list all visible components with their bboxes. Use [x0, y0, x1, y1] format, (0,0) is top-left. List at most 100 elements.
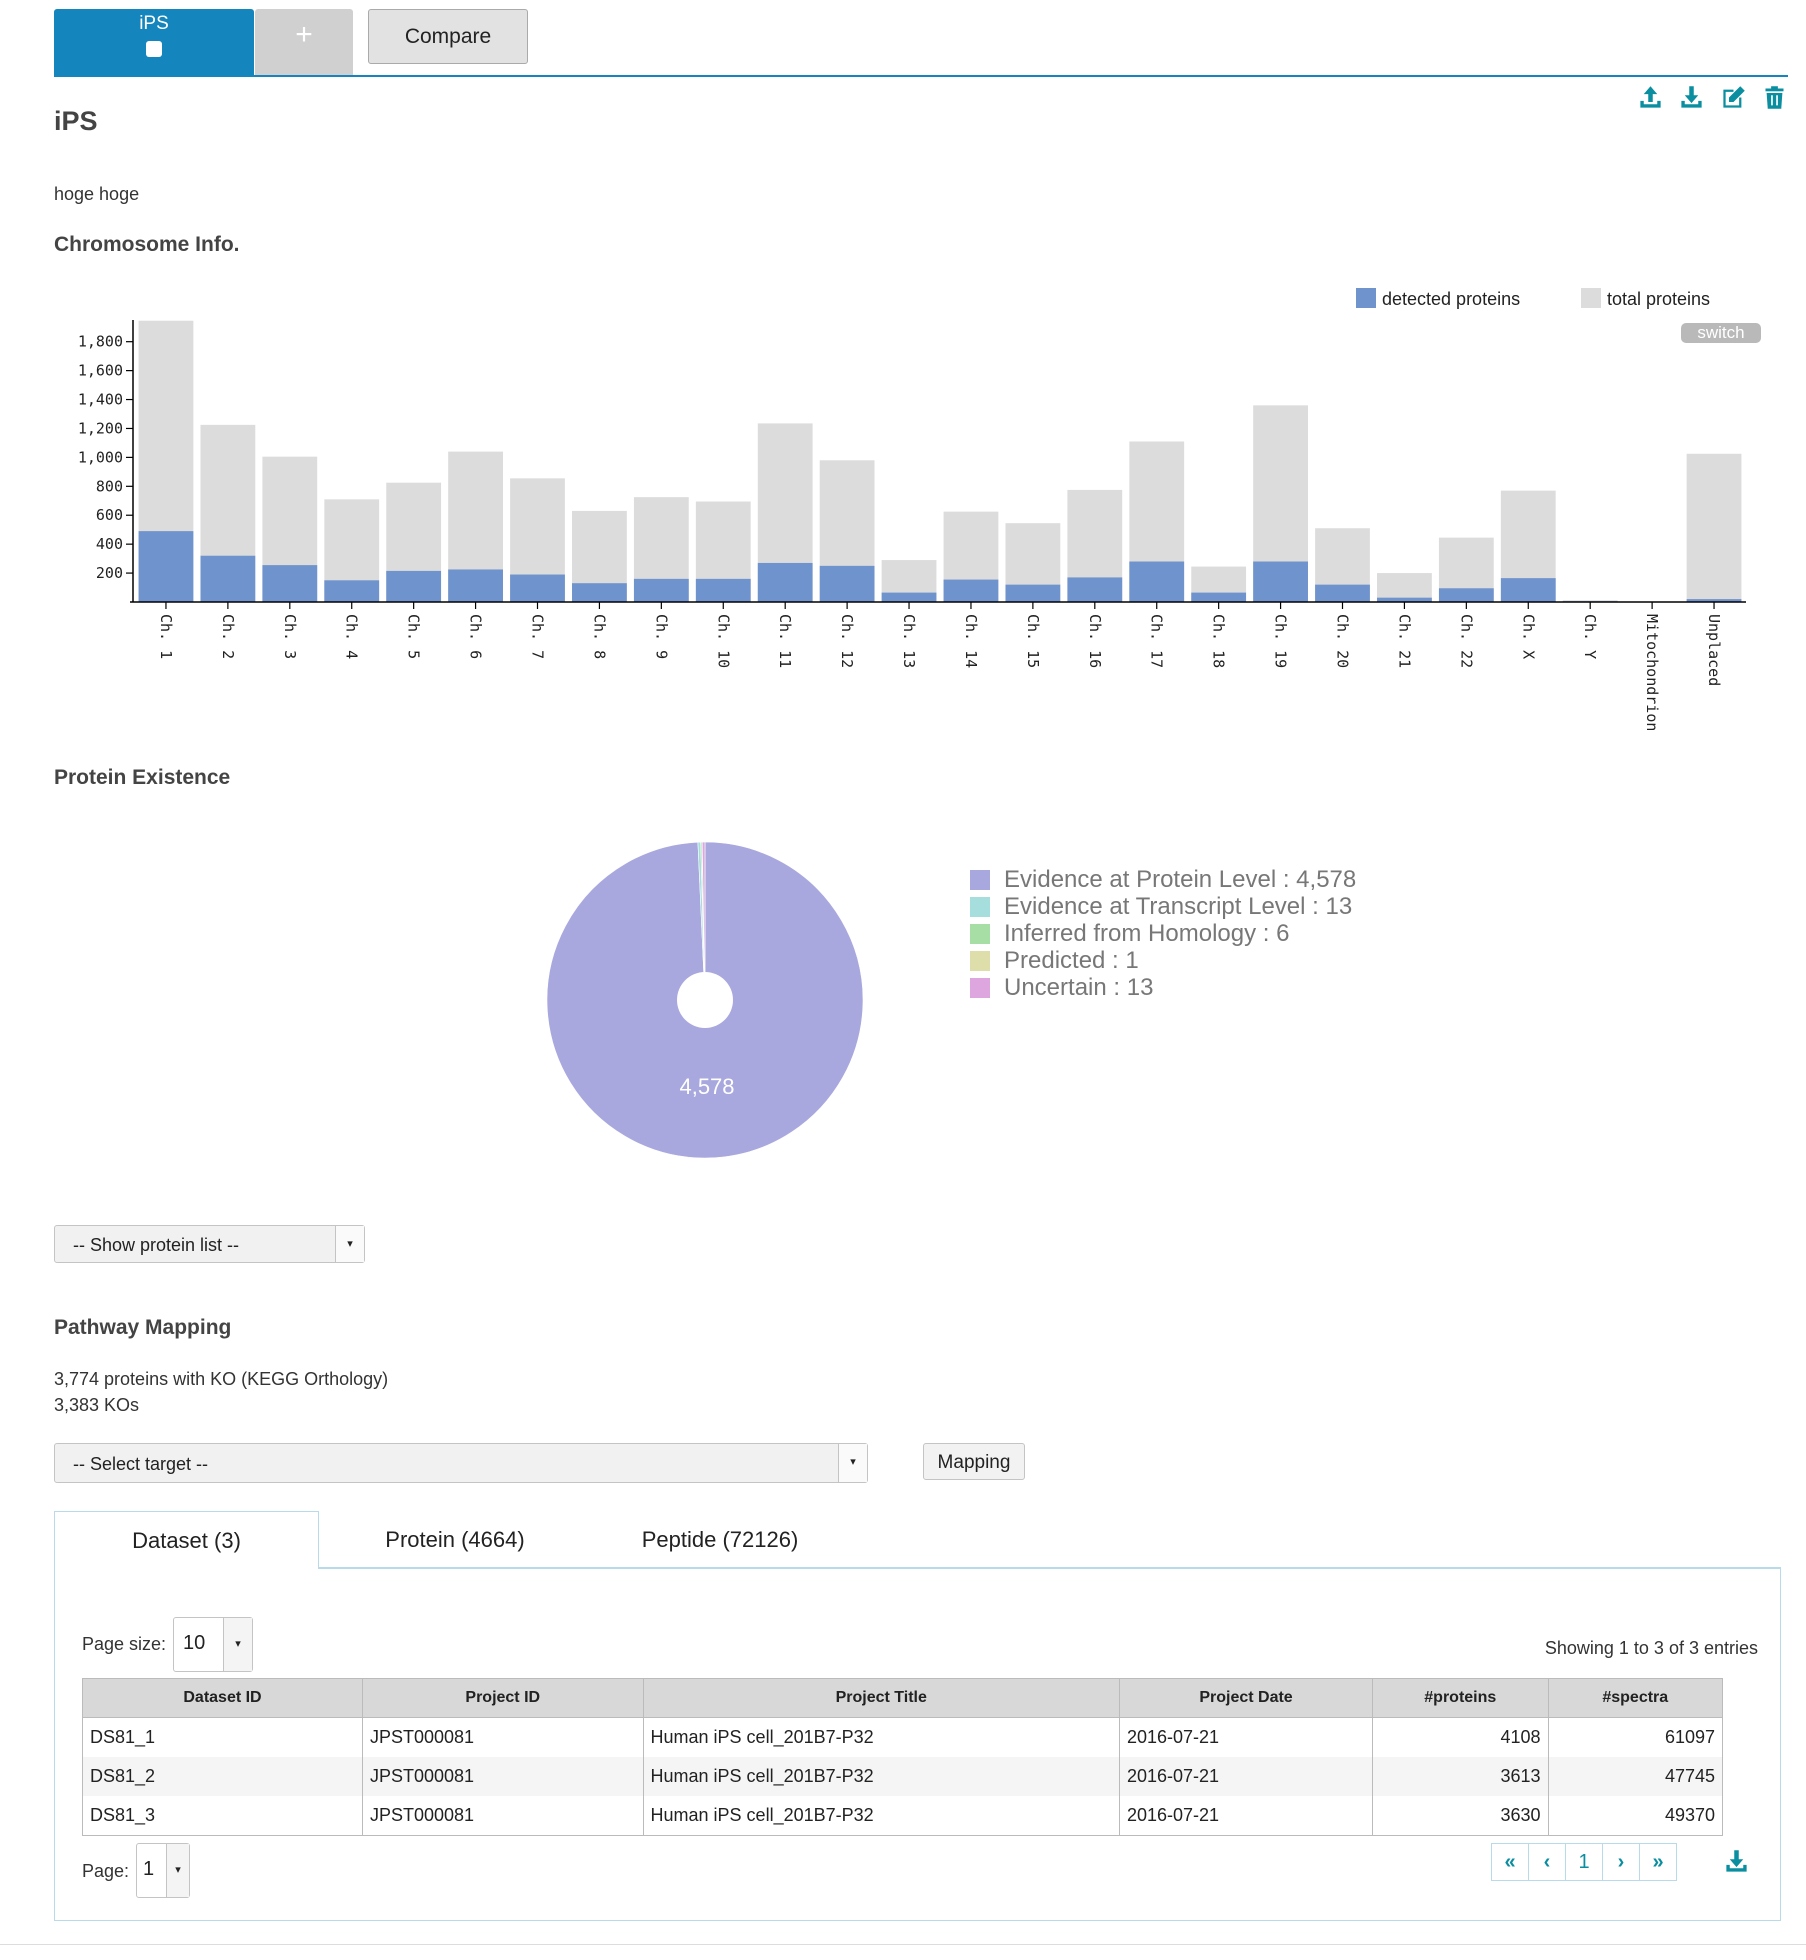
x-tick-label: Ch. 12	[838, 614, 856, 668]
y-tick-label: 400	[96, 535, 123, 553]
tab-ips-checkbox[interactable]	[146, 41, 162, 57]
chevron-down-icon[interactable]: ▾	[223, 1618, 252, 1671]
y-tick-label: 1,000	[78, 448, 123, 466]
target-select[interactable]: -- Select target -- ▾	[54, 1443, 868, 1483]
trash-icon[interactable]	[1761, 84, 1788, 111]
chromosome-bar-chart: 200 400 600 800 1,000 1,200 1,400 1,600 1,800 Ch…	[78, 288, 1746, 730]
tab-ips-label: iPS	[139, 13, 169, 34]
bar-total	[1562, 600, 1618, 602]
col-project-title[interactable]: Project Title	[642, 1678, 1120, 1718]
cell-dataset-id[interactable]: DS81_3	[82, 1796, 363, 1836]
bar-detected	[200, 555, 256, 602]
x-tick-label: Ch. 14	[962, 614, 980, 668]
x-tick-label: Ch. 1	[157, 614, 175, 659]
col-project-date[interactable]: Project Date	[1118, 1678, 1374, 1718]
download-icon[interactable]	[1678, 84, 1705, 111]
upload-icon[interactable]	[1637, 84, 1664, 111]
pie-slice	[701, 841, 706, 1001]
dataset-panel	[54, 1568, 1781, 1921]
x-tick-label: Ch. 2	[219, 614, 237, 659]
switch-button[interactable]: switch	[1681, 323, 1761, 343]
table-row[interactable]: DS81_3 JPST000081 Human iPS cell_201B7-P…	[82, 1796, 1724, 1836]
y-tick-label: 200	[96, 564, 123, 582]
footer-divider	[0, 1944, 1806, 1945]
current-page-button[interactable]: 1	[1565, 1843, 1603, 1881]
bar-detected	[1438, 588, 1494, 602]
bar-detected	[1686, 599, 1742, 602]
tab-protein[interactable]: Protein (4664)	[385, 1527, 525, 1552]
legend-swatch-total	[1581, 288, 1601, 308]
bar-detected	[695, 578, 751, 602]
cell-dataset-id[interactable]: DS81_1	[82, 1717, 363, 1757]
edit-icon[interactable]	[1720, 84, 1747, 111]
pathway-ko-proteins: 3,774 proteins with KO (KEGG Orthology)	[54, 1369, 389, 1389]
x-tick-label: Ch. 22	[1457, 614, 1475, 668]
protein-existence-pie: 4,578	[546, 841, 864, 1159]
page-title: iPS	[54, 106, 98, 136]
page-select[interactable]: 1 ▾	[136, 1843, 190, 1898]
col-spectra[interactable]: #spectra	[1547, 1678, 1724, 1718]
chevron-down-icon[interactable]: ▾	[166, 1844, 189, 1897]
x-tick-label: Unplaced	[1705, 614, 1723, 686]
page-size-value: 10	[183, 1632, 206, 1654]
page-size-select[interactable]: 10 ▾	[173, 1617, 253, 1672]
cell-spectra: 47745	[1547, 1757, 1724, 1796]
cell-project-title: Human iPS cell_201B7-P32	[642, 1717, 1120, 1757]
mapping-button[interactable]: Mapping	[923, 1443, 1025, 1480]
col-proteins[interactable]: #proteins	[1372, 1678, 1549, 1718]
bar-detected	[881, 592, 937, 602]
pie-legend-label: Evidence at Transcript Level : 13	[1004, 893, 1353, 920]
first-page-button[interactable]: «	[1491, 1843, 1529, 1881]
x-tick-label: Mitochondrion	[1643, 614, 1661, 730]
y-tick-label: 800	[96, 477, 123, 495]
bar-detected	[1067, 577, 1123, 602]
next-page-button[interactable]: ›	[1602, 1843, 1640, 1881]
compare-button[interactable]: Compare	[368, 9, 528, 64]
pagination: «‹ 1 ›»	[1491, 1843, 1677, 1881]
add-tab-button[interactable]: +	[255, 9, 353, 76]
pie-legend-label: Predicted : 1	[1004, 947, 1139, 974]
x-tick-label: Ch. 4	[343, 614, 361, 659]
tab-ips[interactable]: iPS	[54, 9, 254, 76]
page-select-value: 1	[143, 1858, 155, 1880]
bar-detected	[262, 565, 318, 602]
pathway-heading: Pathway Mapping	[54, 1316, 232, 1339]
legend-swatch-detected	[1356, 288, 1376, 308]
x-tick-label: Ch. 3	[281, 614, 299, 659]
protein-list-select[interactable]: -- Show protein list -- ▾	[54, 1225, 365, 1263]
table-header-row: Dataset ID Project ID Project Title Proj…	[82, 1678, 1724, 1718]
pie-legend-label: Inferred from Homology : 6	[1004, 920, 1290, 947]
legend-label-detected: detected proteins	[1382, 289, 1520, 309]
legend-label-total: total proteins	[1607, 289, 1710, 309]
cell-project-id: JPST000081	[361, 1757, 644, 1796]
pie-legend-item: Predicted : 1	[970, 947, 1356, 974]
bar-detected	[324, 580, 380, 602]
target-select-value: -- Select target --	[73, 1454, 209, 1474]
col-dataset-id[interactable]: Dataset ID	[82, 1678, 363, 1718]
chevron-down-icon[interactable]: ▾	[335, 1226, 364, 1262]
cell-proteins: 3613	[1372, 1757, 1549, 1796]
x-tick-label: Ch. 16	[1086, 614, 1104, 668]
bar-detected	[819, 565, 875, 602]
cell-dataset-id[interactable]: DS81_2	[82, 1757, 363, 1796]
bar-detected	[1005, 584, 1061, 602]
table-row[interactable]: DS81_2 JPST000081 Human iPS cell_201B7-P…	[82, 1757, 1724, 1796]
chromosome-heading: Chromosome Info.	[54, 233, 240, 256]
chevron-down-icon[interactable]: ▾	[838, 1444, 867, 1482]
cell-spectra: 61097	[1547, 1717, 1724, 1757]
last-page-button[interactable]: »	[1639, 1843, 1677, 1881]
tab-peptide[interactable]: Peptide (72126)	[641, 1527, 799, 1552]
x-tick-label: Ch. 10	[714, 614, 732, 668]
prev-page-button[interactable]: ‹	[1528, 1843, 1566, 1881]
download-icon[interactable]	[1723, 1848, 1750, 1875]
x-tick-label: Ch. 20	[1334, 614, 1352, 668]
pie-legend-swatch	[970, 897, 990, 917]
bar-detected	[757, 562, 813, 602]
y-tick-label: 1,800	[78, 333, 123, 351]
x-tick-label: Ch. 13	[900, 614, 918, 668]
protein-list-select-value: -- Show protein list --	[73, 1235, 240, 1255]
tab-dataset[interactable]: Dataset (3)	[54, 1511, 319, 1569]
bar-total	[1377, 573, 1432, 602]
table-row[interactable]: DS81_1 JPST000081 Human iPS cell_201B7-P…	[82, 1717, 1724, 1757]
col-project-id[interactable]: Project ID	[361, 1678, 644, 1718]
